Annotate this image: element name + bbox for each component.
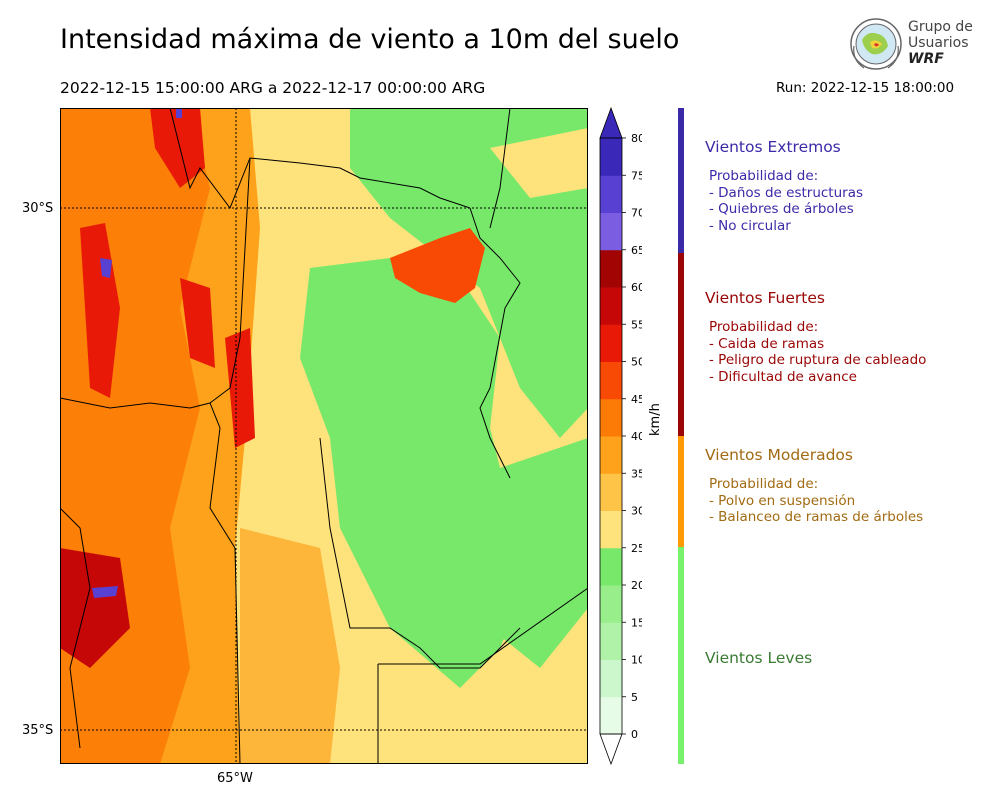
colorbar-segment <box>600 398 622 437</box>
colorbar-segment <box>600 212 622 251</box>
category-item: - Quiebres de árboles <box>709 201 854 217</box>
category-item: - Polvo en suspensión <box>709 492 856 509</box>
category-bar-fuertes <box>678 253 684 436</box>
colorbar-segment <box>600 138 622 176</box>
colorbar-tick-label: 70 <box>631 207 642 220</box>
colorbar-segment <box>600 324 622 362</box>
category-item: - No circular <box>709 217 791 234</box>
page-title: Intensidad máxima de viento a 10m del su… <box>60 24 680 55</box>
lon-label-65w: 65°W <box>217 771 253 786</box>
colorbar-segment <box>600 287 622 325</box>
colorbar-segment <box>600 622 622 660</box>
colorbar-segment <box>600 696 622 735</box>
wrf-logo-globe-icon <box>850 18 902 70</box>
category-item: - Dificultad de avance <box>709 368 857 385</box>
category-fuertes: Vientos Fuertes Probabilidad de: - Caida… <box>705 289 926 385</box>
valid-period: 2022-12-15 15:00:00 ARG a 2022-12-17 00:… <box>60 79 486 97</box>
logo-line-1: Grupo de <box>908 19 973 35</box>
wind-map <box>60 108 588 764</box>
colorbar-segment <box>600 175 622 213</box>
category-body: Probabilidad de: - Daños de estructuras … <box>709 168 863 234</box>
colorbar-tick-label: 0 <box>631 728 638 741</box>
colorbar-tick-label: 75 <box>631 169 642 182</box>
colorbar-segment <box>600 510 622 549</box>
colorbar-tick-label: 5 <box>631 691 638 704</box>
colorbar-segment <box>600 361 622 400</box>
colorbar-tick-label: 40 <box>631 430 642 443</box>
colorbar-tick-label: 35 <box>631 467 642 480</box>
category-item: - Peligro de ruptura de cableado <box>709 352 927 368</box>
category-intro: Probabilidad de: <box>709 319 819 335</box>
colorbar-tick-label: 80 <box>631 132 642 145</box>
logo-line-2: Usuarios <box>908 35 969 51</box>
category-title: Vientos Extremos <box>705 138 841 156</box>
colorbar-segment <box>600 585 622 623</box>
colorbar-segment <box>600 473 622 511</box>
category-title: Vientos Leves <box>705 649 813 667</box>
category-bar-leves <box>678 547 684 764</box>
colorbar-extend-min <box>599 733 623 766</box>
wrf-logo-text: Grupo de Usuarios WRF <box>908 19 973 67</box>
colorbar-tick-label: 10 <box>631 654 642 667</box>
colorbar-unit-label: km/h <box>648 403 663 436</box>
colorbar-tick-label: 50 <box>631 356 642 369</box>
colorbar-tick-label: 15 <box>631 616 642 629</box>
category-intro: Probabilidad de: <box>709 476 819 492</box>
colorbar-tick-label: 55 <box>631 318 642 331</box>
colorbar-segment <box>600 659 622 698</box>
category-body: Probabilidad de: - Polvo en suspensión -… <box>709 476 923 526</box>
colorbar-extend-max <box>599 106 623 139</box>
logo-line-3: WRF <box>908 51 944 67</box>
category-title: Vientos Fuertes <box>705 289 825 307</box>
category-item: - Caida de ramas <box>709 335 825 352</box>
colorbar-tick-label: 20 <box>631 579 642 592</box>
category-item: - Daños de estructuras <box>709 184 864 201</box>
category-body: Probabilidad de: - Caida de ramas - Peli… <box>709 319 926 385</box>
lat-label-35s: 35°S <box>22 723 54 738</box>
category-extremos: Vientos Extremos Probabilidad de: - Daño… <box>705 138 863 234</box>
lat-label-30s: 30°S <box>22 201 54 216</box>
category-bar-extremos <box>678 108 684 253</box>
run-time: Run: 2022-12-15 18:00:00 <box>776 80 955 96</box>
colorbar-tick-label: 60 <box>631 281 642 294</box>
colorbar-tick-label: 30 <box>631 505 642 518</box>
category-bar-moderados <box>678 436 684 547</box>
colorbar: 0 5 10 15 20 25 30 35 40 45 50 55 60 65 70 75 80 <box>599 106 642 766</box>
category-intro: Probabilidad de: <box>709 168 819 184</box>
colorbar-tick-label: 65 <box>631 244 642 257</box>
colorbar-segment <box>600 436 622 474</box>
colorbar-segment <box>600 249 622 288</box>
colorbar-tick-label: 25 <box>631 542 642 555</box>
category-moderados: Vientos Moderados Probabilidad de: - Pol… <box>705 446 923 526</box>
colorbar-segment <box>600 547 622 586</box>
category-leves: Vientos Leves <box>705 649 812 667</box>
category-item: - Balanceo de ramas de árboles <box>709 509 924 525</box>
category-title: Vientos Moderados <box>705 446 853 464</box>
colorbar-tick-label: 45 <box>631 393 642 406</box>
